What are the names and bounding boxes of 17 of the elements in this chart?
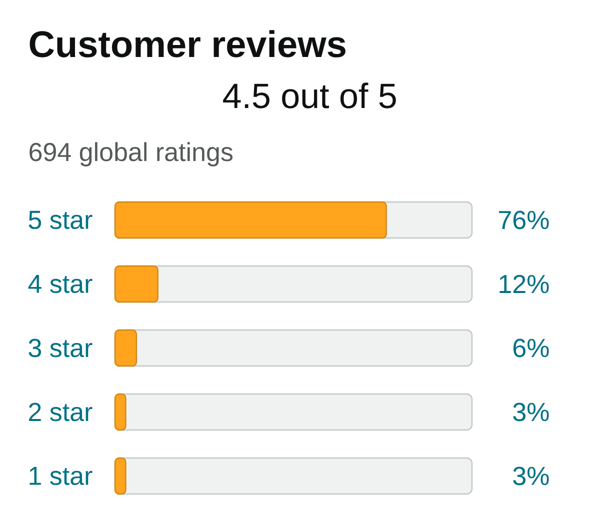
y-tick-label: 4 star bbox=[28, 274, 92, 294]
data-label: 6% bbox=[513, 338, 549, 358]
y-tick-label: 2 star bbox=[29, 402, 92, 422]
data-label: 3% bbox=[513, 402, 549, 422]
y-tick-label: 1 star bbox=[30, 466, 92, 486]
chart-title: Customer reviews bbox=[30, 30, 346, 58]
y-tick-label: 5 star bbox=[28, 210, 92, 230]
y-tick-label: 3 star bbox=[28, 338, 92, 358]
data-label: 3% bbox=[513, 466, 549, 486]
bar bbox=[114, 329, 138, 367]
data-label: 76% bbox=[499, 210, 549, 230]
bar bbox=[114, 457, 126, 495]
bar bbox=[114, 393, 126, 431]
data-label: 12% bbox=[500, 274, 549, 294]
chart-subtitle: 4.5 out of 5 bbox=[223, 82, 396, 108]
bar bbox=[114, 265, 158, 303]
text: 694 global ratings bbox=[30, 142, 233, 166]
